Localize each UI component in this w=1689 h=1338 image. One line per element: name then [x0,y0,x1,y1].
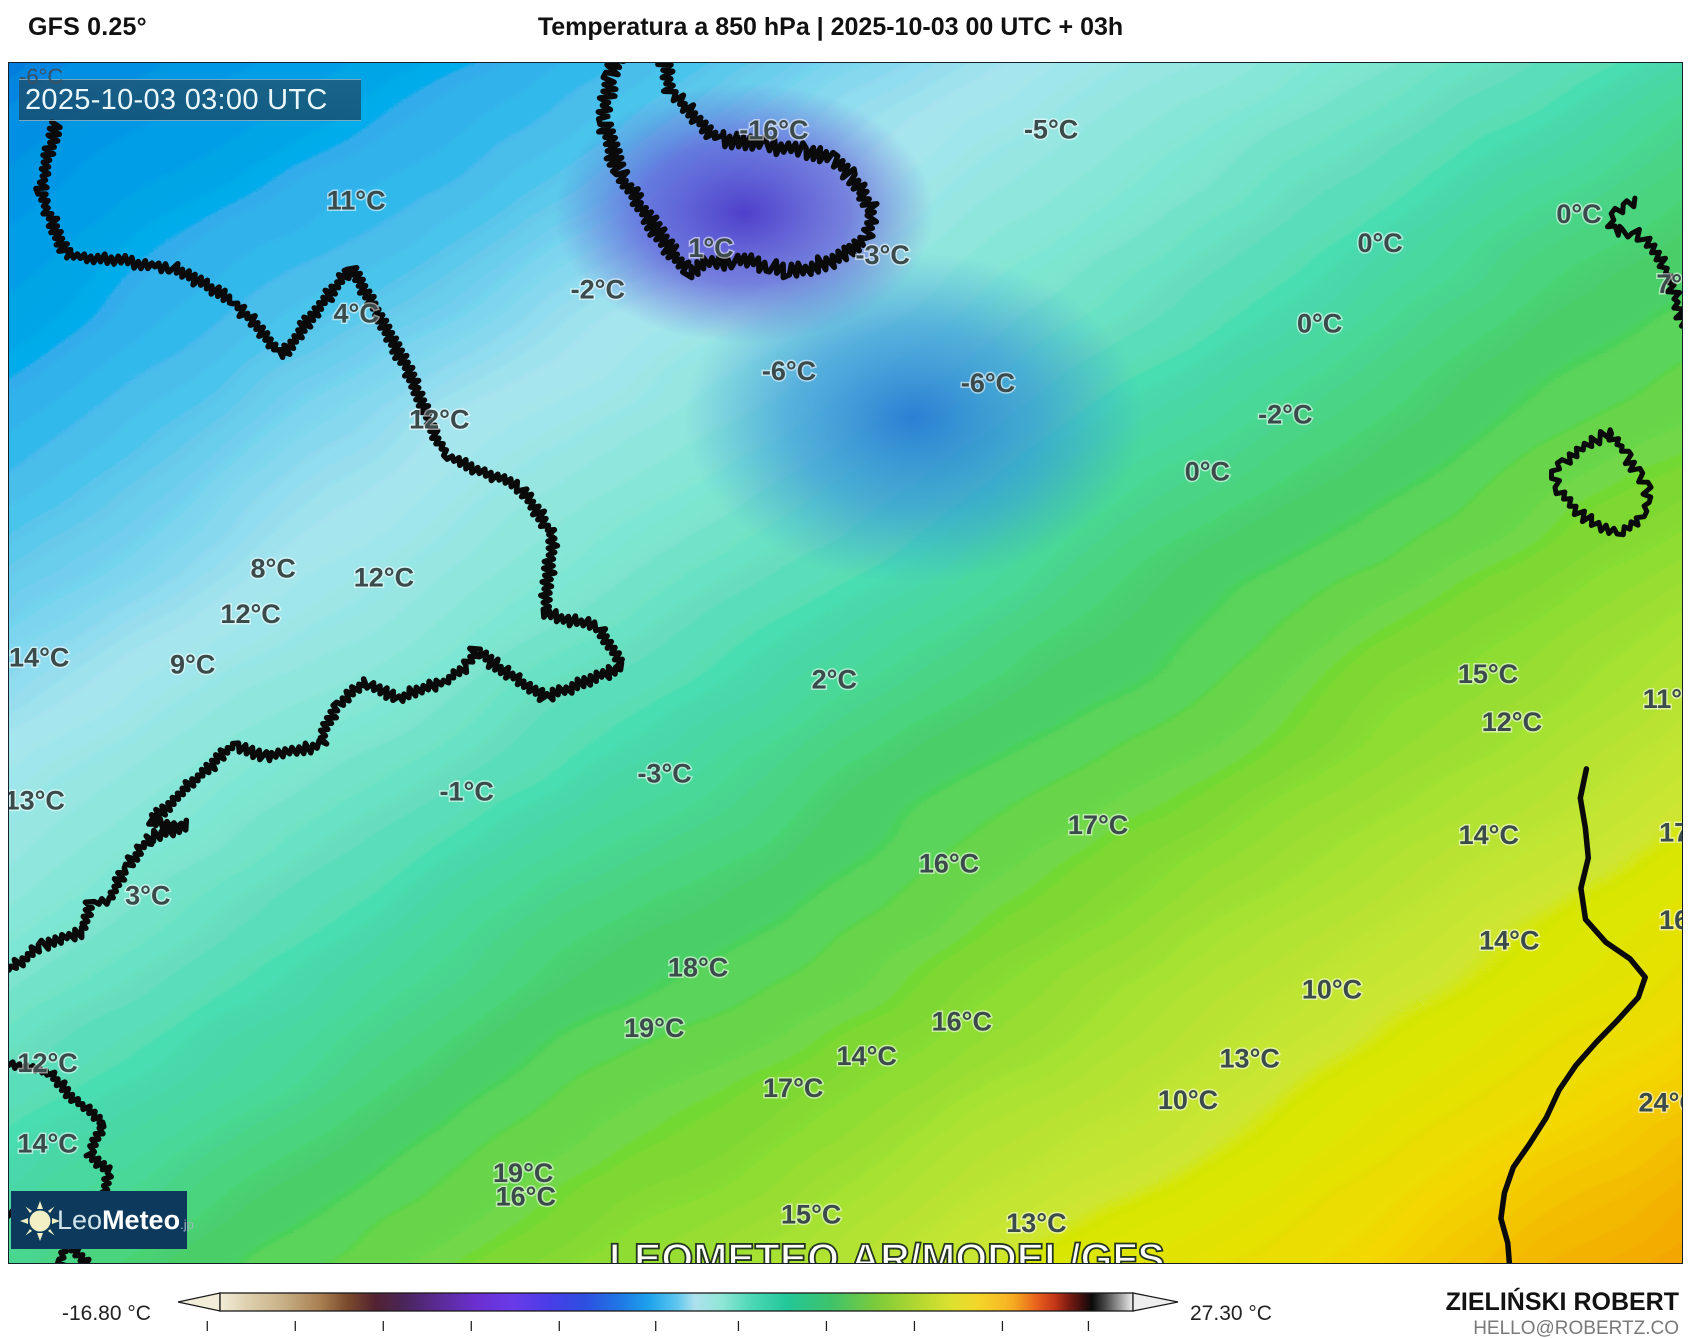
svg-text:8°C: 8°C [251,553,296,583]
svg-text:0°C: 0°C [1185,456,1230,486]
svg-text:1°C: 1°C [688,233,733,263]
svg-text:-3°C: -3°C [637,758,691,788]
svg-text:13°C: 13°C [9,786,65,816]
svg-text:18°C: 18°C [668,952,728,982]
svg-text:2°C: 2°C [812,665,857,695]
svg-text:11°C: 11°C [1643,684,1682,714]
svg-text:-6°C: -6°C [961,368,1015,398]
svg-text:-5°C: -5°C [1024,114,1078,144]
svg-text:-1°C: -1°C [440,776,494,806]
svg-text:0°C: 0°C [1357,228,1402,258]
svg-text:0°C: 0°C [1556,199,1601,229]
svg-text:7°C: 7°C [1656,269,1682,299]
svg-text:24°C: 24°C [1639,1087,1682,1117]
svg-text:12°C: 12°C [220,599,280,629]
svg-text:15°C: 15°C [781,1200,841,1230]
svg-text:3°C: 3°C [125,880,170,910]
svg-text:14°C: 14°C [1459,820,1519,850]
svg-text:-2°C: -2°C [571,275,625,305]
svg-text:11°C: 11°C [327,185,386,215]
svg-text:17°C: 17°C [1068,810,1128,840]
svg-text:-2°C: -2°C [1258,400,1312,430]
svg-text:17°C: 17°C [763,1073,823,1103]
svg-text:16°C: 16°C [932,1007,992,1037]
svg-text:4°C: 4°C [334,299,379,329]
svg-text:12°C: 12°C [1482,707,1542,737]
svg-text:-6°C: -6°C [762,356,816,386]
svg-text:-3°C: -3°C [856,240,910,270]
svg-text:-16°C: -16°C [739,115,808,145]
svg-text:13°C: 13°C [1220,1044,1280,1074]
svg-text:14°C: 14°C [9,642,69,672]
svg-text:16°C: 16°C [1659,905,1682,935]
svg-text:13°C: 13°C [1006,1208,1066,1238]
svg-text:17°C: 17°C [1659,818,1682,848]
svg-text:9°C: 9°C [170,649,215,679]
svg-text:10°C: 10°C [1302,974,1362,1004]
svg-text:0°C: 0°C [1297,309,1342,339]
svg-text:10°C: 10°C [1158,1085,1218,1115]
svg-text:14°C: 14°C [17,1129,77,1159]
svg-text:14°C: 14°C [1479,926,1539,956]
svg-text:19°C: 19°C [624,1013,684,1043]
svg-text:12°C: 12°C [17,1048,77,1078]
svg-text:15°C: 15°C [1458,659,1518,689]
svg-text:12°C: 12°C [409,404,469,434]
svg-text:16°C: 16°C [919,848,979,878]
svg-text:16°C: 16°C [496,1182,556,1212]
svg-text:12°C: 12°C [354,562,414,592]
svg-text:14°C: 14°C [837,1041,897,1071]
